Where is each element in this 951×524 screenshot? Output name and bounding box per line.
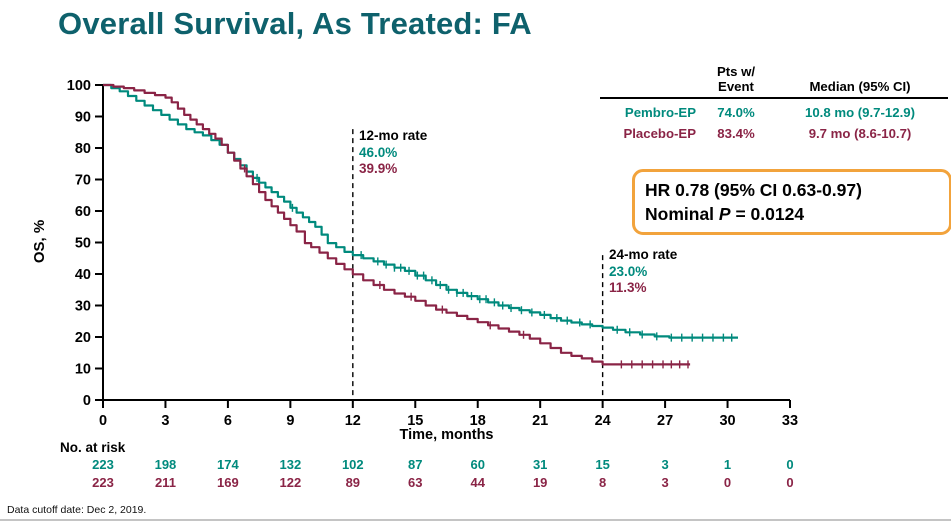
risk-count-placebo-ep: 8 (599, 475, 607, 490)
risk-count-pembro-ep: 174 (217, 457, 239, 472)
summary-header-pts-event: Pts w/ Event (716, 64, 756, 94)
risk-count-pembro-ep: 1 (723, 457, 732, 472)
series-name-pembro: Pembro-EP (624, 105, 696, 120)
y-tick-label: 50 (75, 236, 91, 252)
x-tick-label: 6 (224, 413, 232, 429)
rate-12mo-placebo-value: 39.9% (359, 161, 398, 176)
pembro-median: 10.8 mo (9.7-12.9) (805, 105, 915, 120)
x-tick-label: 9 (286, 413, 294, 429)
risk-count-pembro-ep: 31 (532, 457, 548, 472)
risk-count-pembro-ep: 223 (92, 457, 114, 472)
p-value-suffix: = 0.0124 (730, 204, 805, 224)
risk-count-placebo-ep: 89 (345, 475, 361, 490)
x-tick-label: 15 (407, 413, 423, 429)
x-tick-label: 12 (345, 413, 361, 429)
risk-count-placebo-ep: 211 (154, 475, 176, 490)
data-cutoff-note: Data cutoff date: Dec 2, 2019. (7, 504, 147, 516)
rate-12mo-annotation: 12-mo rate 46.0% 39.9% (359, 128, 427, 178)
rate-24mo-placebo-value: 11.3% (609, 280, 647, 295)
risk-count-pembro-ep: 3 (661, 457, 669, 472)
x-axis-label: Time, months (399, 427, 494, 443)
risk-count-placebo-ep: 169 (217, 475, 239, 490)
km-curve-pembro-ep (103, 83, 738, 339)
x-tick-label: 27 (657, 413, 673, 429)
risk-count-placebo-ep: 122 (279, 475, 302, 490)
series-name-placebo: Placebo-EP (623, 126, 696, 141)
y-tick-label: 20 (75, 330, 91, 346)
rate-12mo-label: 12-mo rate (359, 128, 428, 143)
y-tick-label: 30 (75, 299, 91, 315)
risk-count-pembro-ep: 0 (786, 457, 794, 472)
x-tick-label: 0 (99, 413, 107, 429)
risk-count-placebo-ep: 44 (470, 475, 485, 490)
y-tick-label: 0 (83, 393, 91, 409)
risk-table-label: No. at risk (60, 440, 126, 455)
rate-24mo-pembro-value: 23.0% (609, 263, 648, 279)
summary-table: Pts w/ Event Median (95% CI) Pembro-EP 7… (600, 64, 948, 141)
x-tick-label: 21 (532, 413, 548, 429)
page-title: Overall Survival, As Treated: FA (58, 6, 532, 41)
risk-count-pembro-ep: 60 (470, 457, 485, 472)
risk-count-pembro-ep: 102 (341, 457, 364, 472)
bottom-divider (0, 519, 951, 521)
summary-header-median: Median (95% CI) (809, 79, 911, 94)
x-tick-label: 30 (719, 413, 735, 429)
summary-row-pembro: Pembro-EP 74.0% 10.8 mo (9.7-12.9) (600, 105, 948, 120)
x-tick-label: 24 (595, 413, 611, 429)
risk-count-pembro-ep: 132 (279, 457, 302, 472)
risk-count-placebo-ep: 223 (92, 475, 114, 490)
y-tick-label: 70 (75, 173, 91, 189)
hazard-ratio-box: HR 0.78 (95% CI 0.63-0.97) Nominal P = 0… (632, 169, 951, 235)
summary-table-header: Pts w/ Event Median (95% CI) (600, 64, 948, 99)
p-value-symbol: P (718, 204, 731, 224)
placebo-median: 9.7 mo (8.6-10.7) (808, 126, 912, 141)
pembro-event-rate: 74.0% (717, 105, 755, 120)
km-curve-placebo-ep (103, 83, 691, 366)
risk-count-pembro-ep: 198 (154, 457, 177, 472)
risk-count-pembro-ep: 87 (408, 457, 423, 472)
summary-table-body: Pembro-EP 74.0% 10.8 mo (9.7-12.9) Place… (600, 105, 948, 141)
risk-count-placebo-ep: 0 (786, 475, 794, 490)
y-tick-label: 90 (75, 110, 91, 126)
x-tick-label: 18 (470, 413, 486, 429)
hazard-ratio-line: HR 0.78 (95% CI 0.63-0.97) (645, 180, 862, 200)
p-value-line: Nominal P = 0.0124 (645, 202, 939, 226)
y-tick-label: 100 (67, 78, 91, 94)
p-value-prefix: Nominal (645, 204, 719, 224)
risk-count-placebo-ep: 0 (723, 475, 732, 490)
summary-row-placebo: Placebo-EP 83.4% 9.7 mo (8.6-10.7) (600, 126, 948, 141)
rate-12mo-pembro-value: 46.0% (359, 144, 398, 160)
risk-count-placebo-ep: 63 (408, 475, 423, 490)
placebo-event-rate: 83.4% (717, 126, 755, 141)
x-tick-label: 33 (782, 413, 798, 429)
y-tick-label: 80 (75, 141, 91, 157)
risk-count-placebo-ep: 19 (532, 475, 548, 490)
y-tick-label: 60 (75, 204, 91, 220)
y-tick-label: 40 (75, 267, 91, 283)
y-tick-label: 10 (75, 362, 91, 378)
risk-count-placebo-ep: 3 (661, 475, 669, 490)
rate-24mo-annotation: 24-mo rate 23.0% 11.3% (609, 247, 677, 297)
risk-count-pembro-ep: 15 (595, 457, 610, 472)
rate-24mo-label: 24-mo rate (609, 247, 678, 262)
x-tick-label: 3 (161, 413, 169, 429)
y-axis-label: OS, % (31, 219, 49, 264)
risk-table: 223 198 174 132 102 87 60 31 15 3 1 0 223 211 169 122 89… (0, 457, 951, 497)
